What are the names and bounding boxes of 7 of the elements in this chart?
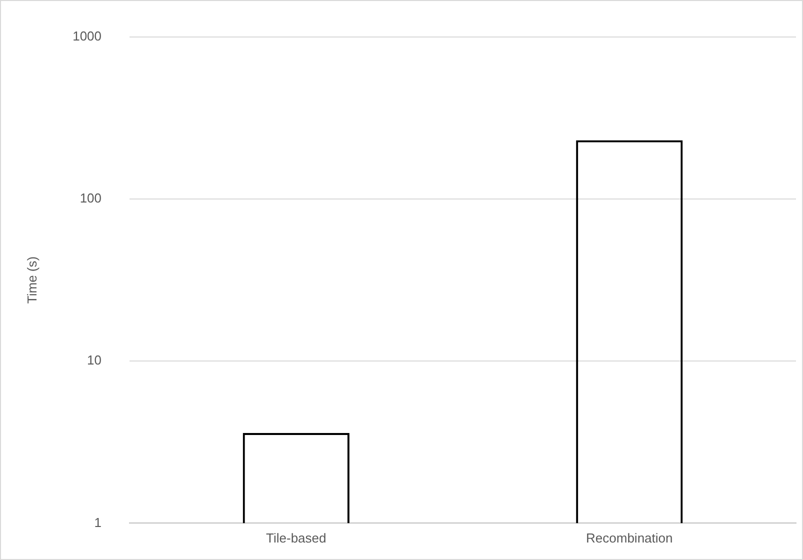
y-tick-label: 100 [80, 190, 102, 206]
y-tick-label: 1 [94, 514, 102, 530]
x-tick-label: Recombination [586, 530, 673, 546]
y-tick-label: 1000 [72, 28, 102, 44]
x-tick-label: Tile-based [266, 530, 326, 546]
y-tick-label: 10 [87, 352, 102, 368]
y-axis-title: Time (s) [24, 256, 40, 304]
